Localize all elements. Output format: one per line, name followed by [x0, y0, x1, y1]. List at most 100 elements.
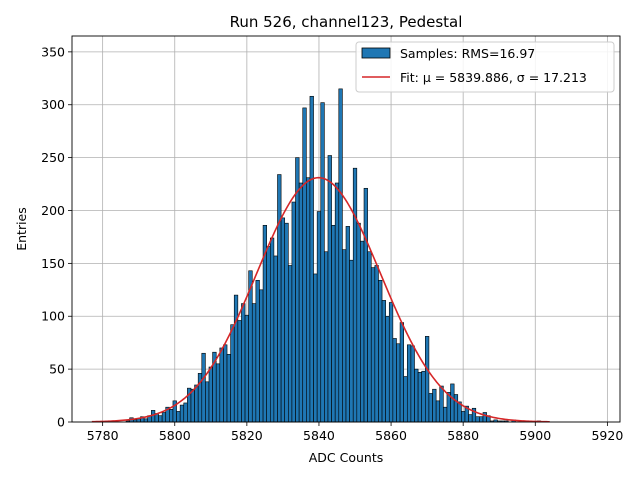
- histogram-bars: [125, 88, 541, 423]
- histogram-bar: [334, 182, 340, 423]
- histogram-bar: [320, 102, 325, 423]
- x-tick-label: 5860: [375, 428, 407, 443]
- histogram-bar: [244, 314, 249, 423]
- histogram-bar: [316, 211, 322, 423]
- histogram-bar: [345, 226, 350, 423]
- histogram-bar: [388, 302, 394, 423]
- legend-samples-swatch: [361, 47, 391, 59]
- histogram-bar: [233, 294, 239, 423]
- x-axis-label: ADC Counts: [309, 450, 384, 465]
- histogram-bar: [392, 338, 397, 423]
- histogram-bar: [176, 411, 181, 423]
- histogram-bar: [266, 246, 271, 423]
- histogram-bar: [158, 415, 163, 423]
- histogram-bar: [284, 222, 289, 423]
- fit-curve: [91, 176, 550, 423]
- histogram-bar: [194, 384, 199, 423]
- histogram-bar: [396, 343, 401, 423]
- histogram-bar: [161, 412, 167, 423]
- x-tick-label: 5820: [231, 428, 263, 443]
- x-tick-label: 5900: [519, 428, 551, 443]
- histogram-bar: [201, 352, 206, 423]
- histogram-bar: [403, 376, 408, 423]
- legend-samples-label: Samples: RMS=16.97: [400, 46, 535, 61]
- y-tick-label: 200: [41, 203, 65, 218]
- y-tick-label: 100: [41, 309, 65, 324]
- histogram-bar: [360, 240, 365, 423]
- histogram-bar: [461, 411, 466, 423]
- histogram-bar: [230, 324, 235, 423]
- x-axis-ticks: 5780 5800 5820 5840 5860 5880 5900 5920: [87, 422, 623, 443]
- histogram-bar: [428, 393, 433, 423]
- histogram-bar: [215, 363, 221, 423]
- histogram-bar: [190, 388, 195, 423]
- histogram-bar: [306, 177, 311, 423]
- x-tick-label: 5920: [591, 428, 623, 443]
- y-tick-label: 350: [41, 44, 65, 59]
- histogram-bar: [349, 259, 354, 423]
- histogram-bar: [259, 289, 264, 423]
- y-tick-label: 300: [41, 97, 65, 112]
- histogram-bar: [417, 371, 423, 423]
- histogram-bar: [219, 347, 224, 423]
- legend: Samples: RMS=16.97 Fit: μ = 5839.886, σ …: [355, 41, 615, 93]
- histogram-bar: [179, 404, 185, 423]
- histogram-bar: [414, 368, 419, 423]
- histogram-bar: [475, 416, 480, 423]
- histogram-bar: [482, 412, 487, 423]
- histogram-bar: [208, 366, 213, 423]
- histogram-bar: [367, 251, 372, 423]
- histogram-bar: [370, 267, 376, 423]
- histogram-bar: [331, 224, 336, 423]
- y-tick-label: 250: [41, 150, 65, 165]
- histogram-bar: [241, 303, 246, 423]
- histogram-bar: [288, 265, 293, 423]
- histogram-bar: [443, 406, 448, 423]
- histogram-bar: [295, 157, 300, 423]
- histogram-bar: [406, 344, 412, 423]
- histogram-bar: [313, 273, 318, 423]
- histogram-bar: [385, 315, 390, 423]
- histogram-bar: [421, 370, 426, 423]
- y-axis-ticks: 0 50 100 150 200 250 300 350: [41, 44, 72, 430]
- histogram-bar: [255, 279, 260, 423]
- histogram-bar: [280, 217, 286, 423]
- histogram-bar: [223, 344, 228, 423]
- histogram-bar: [324, 251, 329, 423]
- x-tick-label: 5880: [447, 428, 479, 443]
- histogram-bar: [248, 270, 253, 423]
- histogram-bar: [432, 388, 437, 423]
- histogram-bar: [479, 416, 484, 423]
- histogram-bar: [381, 300, 386, 423]
- x-tick-label: 5840: [303, 428, 335, 443]
- histogram-bar: [251, 303, 257, 423]
- histogram-bar: [298, 182, 304, 423]
- y-tick-label: 50: [49, 362, 65, 377]
- histogram-bar: [468, 414, 473, 423]
- y-tick-label: 150: [41, 256, 65, 271]
- legend-fit-label: Fit: μ = 5839.886, σ = 17.213: [400, 70, 587, 85]
- plot-frame: [71, 35, 621, 423]
- x-tick-label: 5800: [159, 428, 191, 443]
- histogram-bar: [273, 255, 278, 423]
- histogram-bar: [435, 400, 441, 423]
- histogram-bar: [342, 249, 347, 423]
- fit-curve-group: [91, 176, 550, 423]
- y-axis-label: Entries: [14, 207, 29, 251]
- histogram-bar: [374, 265, 379, 423]
- histogram-bar: [277, 174, 282, 423]
- histogram-bar: [291, 201, 296, 423]
- histogram-bar: [269, 237, 275, 423]
- histogram-bar: [363, 187, 368, 423]
- histogram-bar: [410, 345, 415, 423]
- histogram-bar: [352, 167, 358, 423]
- histogram-bar: [453, 394, 459, 423]
- x-tick-label: 5780: [87, 428, 119, 443]
- histogram-bar: [237, 320, 242, 423]
- histogram-bar: [338, 88, 343, 423]
- histogram-bar: [309, 95, 314, 423]
- histogram-bar: [226, 354, 231, 423]
- grid: [72, 36, 620, 423]
- histogram-bar: [450, 383, 455, 423]
